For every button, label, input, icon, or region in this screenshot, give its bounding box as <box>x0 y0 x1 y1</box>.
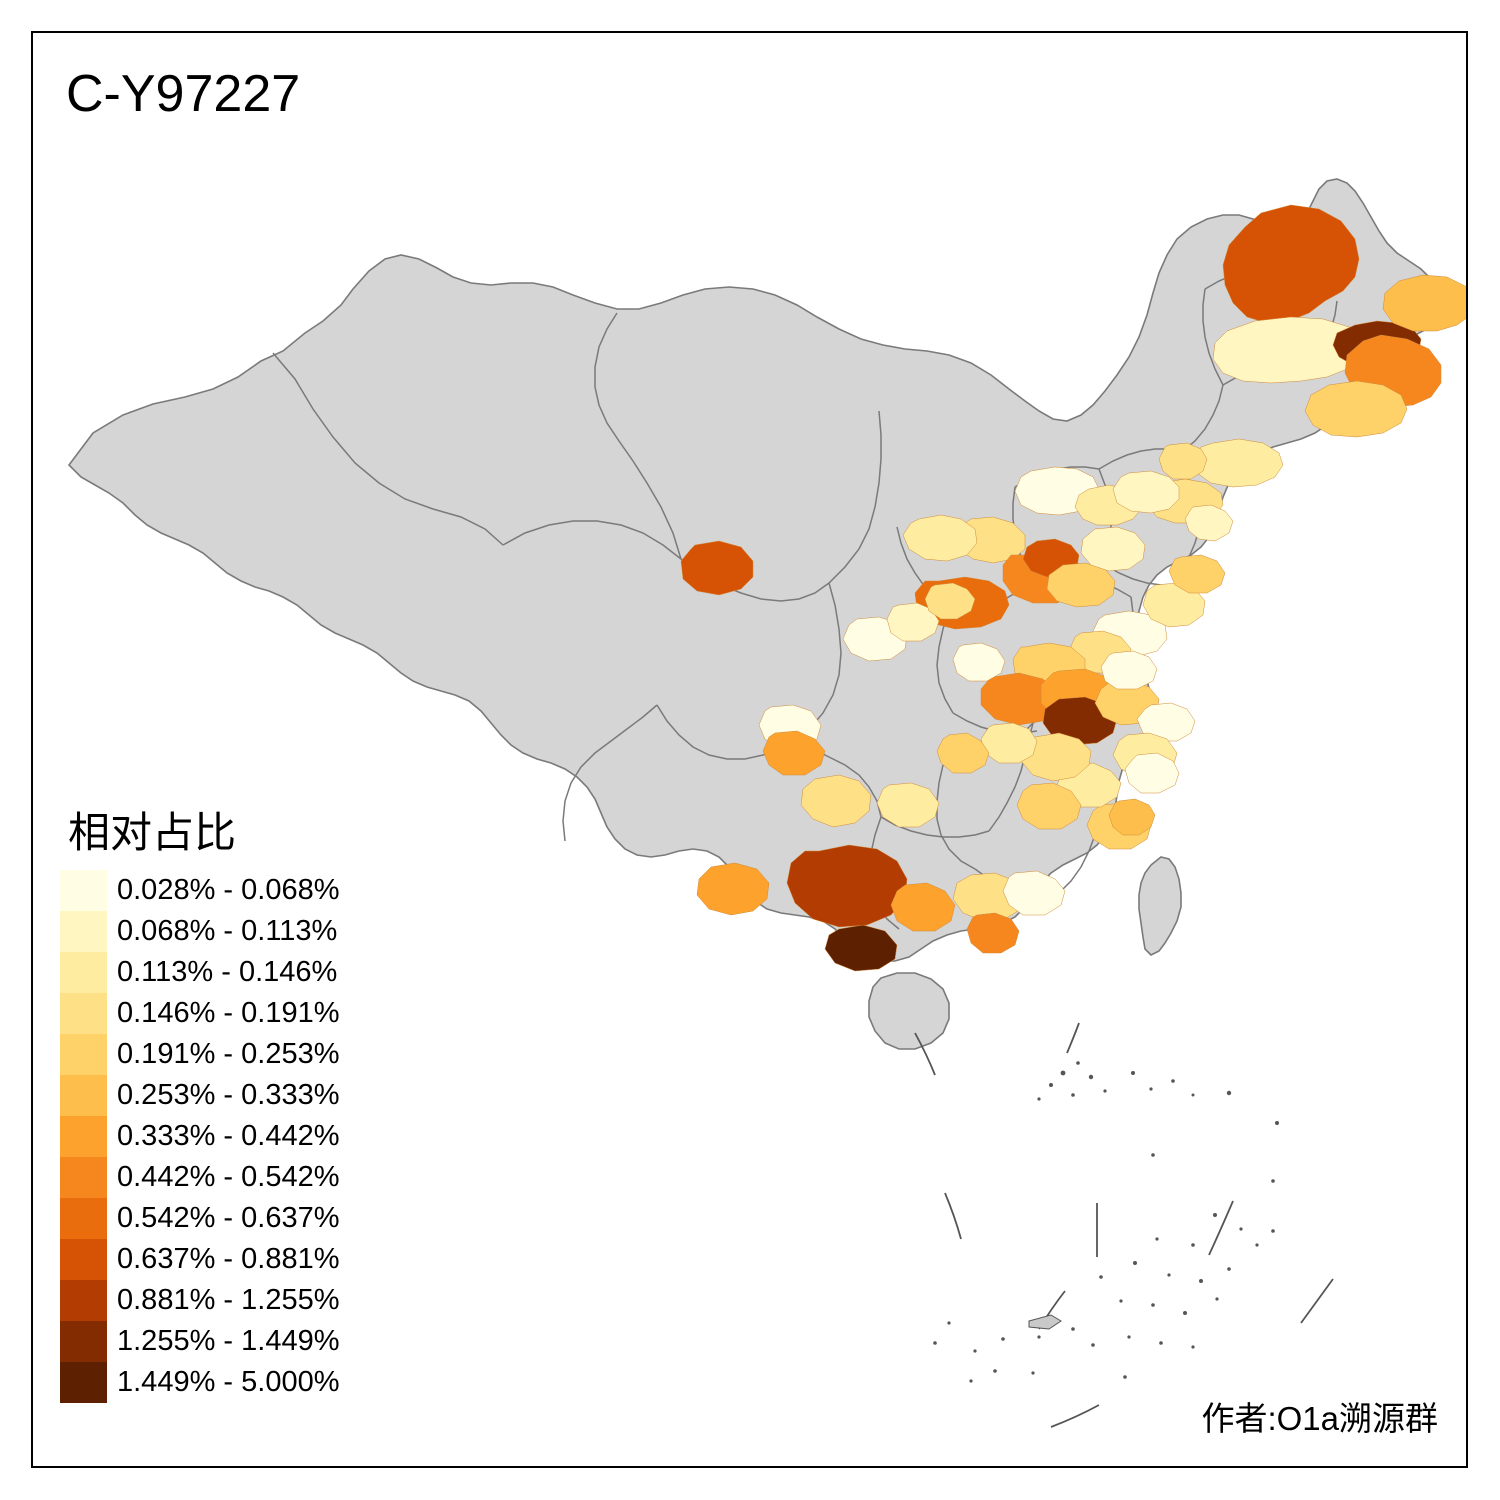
region-guangdong-shantou <box>1002 870 1066 916</box>
legend-label: 0.442% - 0.542% <box>117 1161 340 1193</box>
region-yunnan-kunming <box>800 774 872 828</box>
region-guangxi-nanning <box>786 844 908 928</box>
legend-label: 0.191% - 0.253% <box>117 1038 340 1070</box>
legend-swatch <box>60 1034 107 1075</box>
region-jilin-changchun <box>1212 316 1362 384</box>
region-hunan-changsha <box>1016 782 1082 830</box>
region-misc-j <box>1124 752 1180 794</box>
region-guangxi-chongzuo <box>824 924 898 972</box>
legend-swatch <box>60 1157 107 1198</box>
legend-label: 0.146% - 0.191% <box>117 997 340 1029</box>
legend-row[interactable]: 0.333% - 0.442% <box>60 1116 339 1157</box>
legend-row[interactable]: 0.146% - 0.191% <box>60 993 339 1034</box>
legend-label: 0.333% - 0.442% <box>117 1120 340 1152</box>
taiwan-island <box>1138 856 1182 956</box>
region-misc-f <box>1158 442 1208 480</box>
legend-label: 0.637% - 0.881% <box>117 1243 340 1275</box>
legend-label: 0.881% - 1.255% <box>117 1284 340 1316</box>
legend-swatch <box>60 1198 107 1239</box>
legend-swatch <box>60 952 107 993</box>
legend-swatch <box>60 1280 107 1321</box>
legend-row[interactable]: 0.442% - 0.542% <box>60 1157 339 1198</box>
region-jiangsu-suzhou <box>1136 702 1196 742</box>
region-sichuan-liangshan <box>762 730 826 776</box>
china-choropleth-map[interactable] <box>33 33 1466 1466</box>
legend-label: 0.253% - 0.333% <box>117 1079 340 1111</box>
legend-label: 1.255% - 1.449% <box>117 1325 340 1357</box>
legend-swatch <box>60 1321 107 1362</box>
region-qinghai-haidong <box>680 540 754 596</box>
region-henan-nanyang <box>980 672 1058 726</box>
region-liaoning-shenyang <box>1304 380 1408 438</box>
legend-row[interactable]: 0.068% - 0.113% <box>60 911 339 952</box>
legend-row[interactable]: 0.637% - 0.881% <box>60 1239 339 1280</box>
region-guizhou-guiyang <box>876 782 940 828</box>
legend-swatch <box>60 1116 107 1157</box>
page-title: C-Y97227 <box>66 65 301 123</box>
sea-islets <box>933 1061 1279 1383</box>
legend-row[interactable]: 0.028% - 0.068% <box>60 870 339 911</box>
legend-row[interactable]: 0.113% - 0.146% <box>60 952 339 993</box>
legend-row[interactable]: 0.542% - 0.637% <box>60 1198 339 1239</box>
region-misc-e <box>1184 504 1234 542</box>
region-misc-c <box>952 642 1006 682</box>
region-shandong-yantai <box>1168 554 1226 594</box>
legend-row[interactable]: 0.191% - 0.253% <box>60 1034 339 1075</box>
region-misc-i <box>936 732 990 774</box>
legend: 相对占比 0.028% - 0.068% 0.068% - 0.113% 0.1… <box>60 812 339 1403</box>
map-canvas[interactable] <box>33 33 1466 1466</box>
legend-swatch <box>60 870 107 911</box>
region-misc-d <box>1108 798 1156 836</box>
region-misc-b <box>924 582 976 620</box>
legend-label: 0.542% - 0.637% <box>117 1202 340 1234</box>
legend-swatch <box>60 993 107 1034</box>
region-heilongjiang-qiqihar <box>1222 204 1360 324</box>
region-hebei-baoding <box>1080 526 1146 572</box>
region-misc-h <box>980 722 1038 764</box>
legend-swatch <box>60 1239 107 1280</box>
region-hebei-chengde <box>1112 470 1180 514</box>
legend-row[interactable]: 0.253% - 0.333% <box>60 1075 339 1116</box>
legend-row[interactable]: 0.881% - 1.255% <box>60 1280 339 1321</box>
legend-title: 相对占比 <box>68 809 237 856</box>
nine-dash-1 <box>914 1032 936 1076</box>
nine-dash-5 <box>1208 1200 1234 1256</box>
legend-swatch <box>60 911 107 952</box>
nine-dash-4 <box>944 1192 962 1240</box>
region-liaoning-dandong <box>1382 274 1466 332</box>
region-misc-g <box>1100 650 1158 690</box>
legend-label: 0.068% - 0.113% <box>117 915 338 947</box>
nine-dash-2 <box>1066 1022 1080 1054</box>
legend-label: 0.113% - 0.146% <box>117 956 338 988</box>
data-regions[interactable] <box>680 204 1466 972</box>
legend-row[interactable]: 1.255% - 1.449% <box>60 1321 339 1362</box>
hainan-island <box>868 972 950 1050</box>
region-misc-a <box>886 602 940 642</box>
region-guangdong-shenzhen <box>966 912 1020 954</box>
nine-dash-8 <box>1050 1404 1100 1428</box>
legend-row[interactable]: 1.449% - 5.000% <box>60 1362 339 1403</box>
legend-swatch <box>60 1362 107 1403</box>
region-yunnan-xishuangbanna <box>696 862 770 916</box>
legend-swatch <box>60 1075 107 1116</box>
nine-dash-6 <box>1300 1278 1334 1324</box>
region-shaanxi-yulin <box>902 514 978 562</box>
legend-label: 0.028% - 0.068% <box>117 874 340 906</box>
author-credit: 作者:O1a溯源群 <box>1201 1400 1438 1437</box>
legend-label: 1.449% - 5.000% <box>117 1366 340 1398</box>
region-guangxi-guilin <box>890 882 956 932</box>
